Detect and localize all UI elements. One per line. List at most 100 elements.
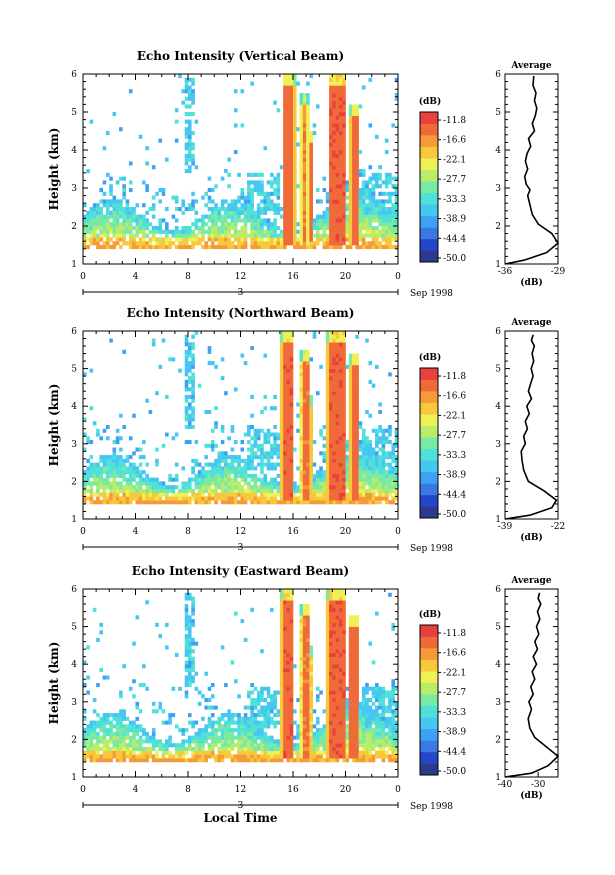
echo-cell (332, 432, 336, 437)
echo-cell (119, 488, 123, 493)
echo-cell (329, 346, 333, 351)
echo-cell (224, 458, 228, 463)
echo-cell (312, 331, 317, 336)
echo-cell (302, 709, 307, 714)
echo-cell (151, 709, 156, 714)
echo-cell (358, 470, 363, 475)
echo-cell (355, 432, 359, 437)
echo-cell (283, 191, 287, 196)
echo-cell (224, 485, 228, 490)
echo-cell (348, 387, 353, 392)
echo-cell (299, 750, 304, 755)
echo-cell (352, 417, 356, 422)
echo-cell (132, 462, 136, 467)
echo-cell (204, 488, 208, 493)
echo-cell (165, 758, 169, 763)
echo-cell (237, 746, 241, 751)
echo-cell (302, 368, 307, 373)
colorbar-tick-label: -50.0 (443, 254, 466, 264)
echo-cell (99, 470, 103, 475)
echo-cell (322, 470, 327, 475)
echo-cell (276, 754, 281, 759)
echo-cell (299, 172, 304, 177)
echo-cell (345, 222, 350, 227)
echo-cell (352, 353, 356, 358)
echo-cell (217, 492, 222, 497)
echo-cell (358, 229, 363, 234)
echo-cell (237, 694, 241, 699)
echo-cell (286, 739, 291, 744)
echo-cell (302, 690, 307, 695)
echo-cell (151, 207, 156, 212)
echo-cell (315, 214, 320, 219)
echo-cell (286, 500, 291, 505)
echo-cell (256, 428, 261, 433)
echo-cell (188, 413, 192, 418)
echo-cell (125, 481, 130, 486)
echo-cell (227, 214, 231, 219)
echo-cell (96, 683, 100, 688)
echo-cell (247, 184, 251, 189)
echo-cell (325, 364, 330, 369)
echo-cell (194, 440, 199, 445)
echo-cell (286, 592, 291, 597)
echo-cell (188, 417, 192, 422)
echo-cell (361, 195, 366, 200)
echo-cell (325, 481, 330, 486)
echo-cell (253, 713, 258, 718)
echo-cell (342, 376, 346, 381)
echo-cell (342, 115, 346, 120)
echo-cell (306, 417, 310, 422)
echo-cell (263, 758, 268, 763)
echo-cell (99, 207, 103, 212)
echo-cell (322, 458, 327, 463)
echo-cell (178, 488, 182, 493)
echo-cell (352, 409, 356, 415)
echo-cell (293, 188, 297, 193)
echo-cell (283, 233, 287, 238)
echo-cell (184, 364, 189, 369)
echo-cell (309, 134, 313, 139)
echo-cell (168, 713, 172, 718)
echo-cell (286, 660, 291, 665)
echo-cell (174, 462, 179, 467)
echo-cell (388, 500, 392, 505)
echo-cell (132, 496, 136, 501)
echo-cell (306, 447, 310, 452)
echo-cell (348, 477, 353, 482)
echo-cell (158, 364, 163, 369)
echo-cell (128, 462, 133, 467)
echo-cell (233, 758, 238, 763)
echo-cell (273, 690, 277, 695)
echo-cell (345, 233, 350, 238)
echo-cell (102, 470, 107, 475)
echo-cell (338, 108, 343, 113)
echo-cell (286, 134, 291, 139)
echo-cell (96, 500, 100, 505)
echo-cell (220, 496, 225, 501)
echo-cell (119, 199, 123, 204)
echo-cell (181, 100, 186, 105)
echo-cell (142, 233, 146, 238)
echo-cell (289, 720, 294, 725)
echo-cell (348, 402, 353, 407)
echo-cell (109, 720, 113, 725)
echo-cell (299, 413, 304, 418)
echo-cell (332, 233, 336, 238)
echo-cell (279, 622, 284, 627)
echo-cell (233, 440, 238, 445)
echo-cell (161, 758, 166, 763)
echo-cell (240, 735, 245, 740)
echo-cell (391, 500, 396, 505)
echo-cell (306, 81, 310, 86)
echo-cell (352, 391, 356, 396)
echo-cell (233, 754, 238, 759)
echo-cell (338, 402, 343, 407)
colorbar-tick-label: -16.6 (443, 392, 466, 402)
echo-cell (302, 108, 307, 113)
echo-cell (83, 470, 87, 475)
echo-cell (83, 203, 87, 208)
echo-cell (332, 214, 336, 219)
echo-cell (352, 455, 356, 460)
echo-cell (279, 649, 284, 654)
